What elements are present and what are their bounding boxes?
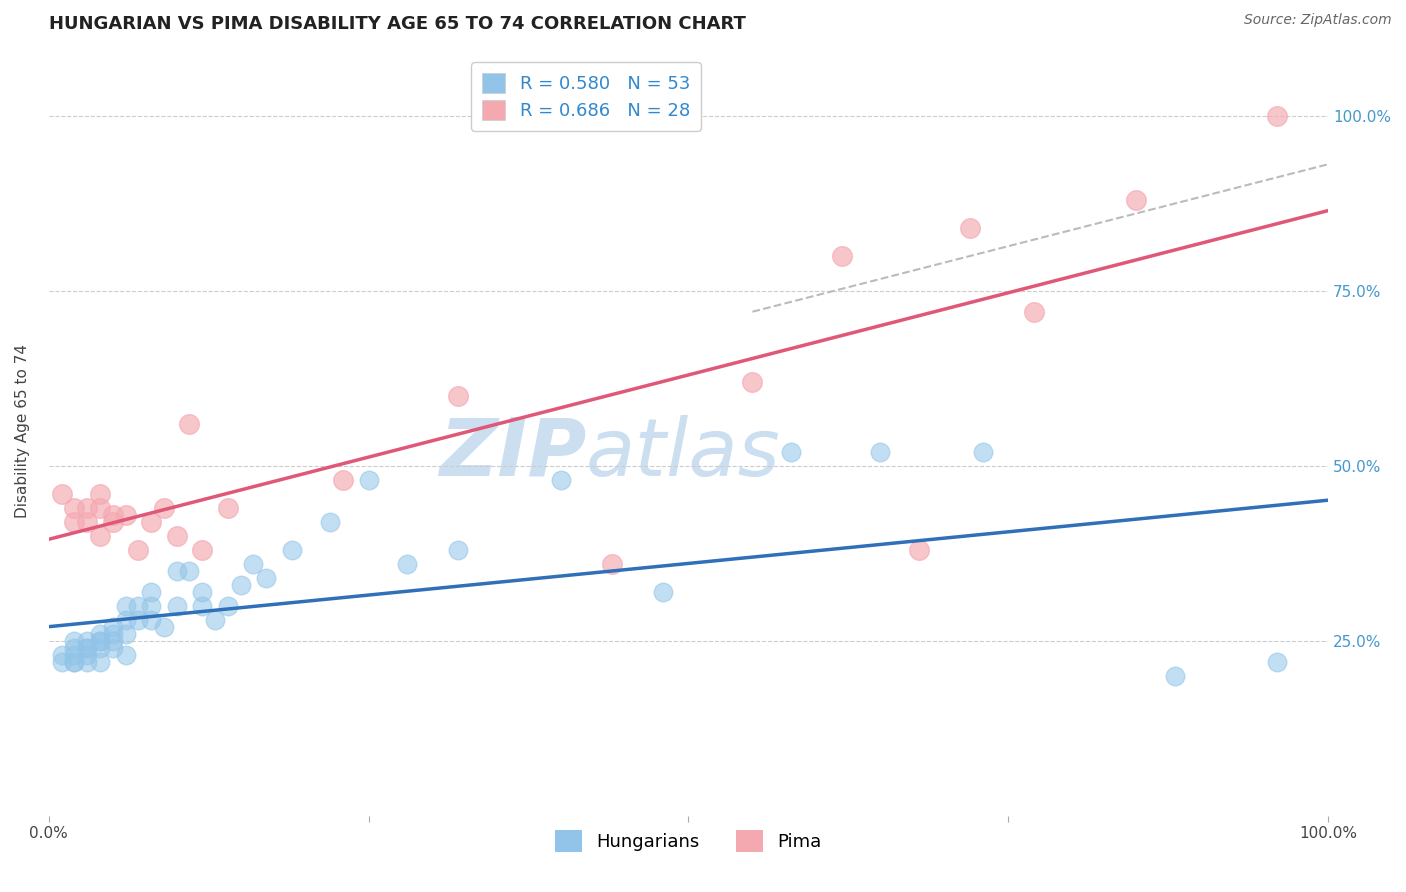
Point [89, 500, 111, 515]
Point [741, 375, 763, 389]
Point [242, 557, 264, 571]
Point [114, 648, 136, 662]
Point [395, 557, 418, 571]
Point [1265, 655, 1288, 669]
Text: ZIP: ZIP [439, 415, 586, 493]
Point [63, 500, 86, 515]
Point [139, 515, 162, 529]
Point [1163, 669, 1185, 683]
Point [76, 655, 98, 669]
Point [907, 542, 929, 557]
Point [447, 542, 470, 557]
Point [89, 529, 111, 543]
Point [179, 564, 201, 578]
Point [89, 627, 111, 641]
Point [76, 500, 98, 515]
Point [76, 640, 98, 655]
Point [139, 584, 162, 599]
Point [76, 633, 98, 648]
Point [89, 640, 111, 655]
Point [127, 542, 149, 557]
Point [1265, 109, 1288, 123]
Point [63, 640, 86, 655]
Point [1125, 193, 1147, 207]
Point [447, 389, 470, 403]
Point [831, 249, 853, 263]
Point [217, 599, 239, 613]
Point [63, 648, 86, 662]
Point [869, 444, 891, 458]
Point [51, 648, 73, 662]
Point [600, 557, 623, 571]
Point [114, 613, 136, 627]
Point [63, 515, 86, 529]
Point [76, 640, 98, 655]
Point [319, 515, 342, 529]
Point [281, 542, 304, 557]
Point [114, 599, 136, 613]
Point [89, 633, 111, 648]
Text: Source: ZipAtlas.com: Source: ZipAtlas.com [1244, 13, 1392, 28]
Point [191, 599, 214, 613]
Point [651, 584, 673, 599]
Point [1022, 304, 1045, 318]
Point [217, 500, 239, 515]
Point [166, 529, 188, 543]
Text: HUNGARIAN VS PIMA DISABILITY AGE 65 TO 74 CORRELATION CHART: HUNGARIAN VS PIMA DISABILITY AGE 65 TO 7… [49, 15, 745, 33]
Point [166, 599, 188, 613]
Point [114, 508, 136, 522]
Point [89, 655, 111, 669]
Point [76, 515, 98, 529]
Point [101, 515, 124, 529]
Point [101, 640, 124, 655]
Point [101, 508, 124, 522]
Point [254, 571, 277, 585]
Point [153, 500, 176, 515]
Point [204, 613, 226, 627]
Point [153, 620, 176, 634]
Point [139, 599, 162, 613]
Point [779, 444, 801, 458]
Point [357, 473, 380, 487]
Point [191, 542, 214, 557]
Point [959, 220, 981, 235]
Point [89, 487, 111, 501]
Point [101, 620, 124, 634]
Point [76, 648, 98, 662]
Point [63, 655, 86, 669]
Point [63, 633, 86, 648]
Point [972, 444, 994, 458]
Point [89, 633, 111, 648]
Point [229, 578, 252, 592]
Y-axis label: Disability Age 65 to 74: Disability Age 65 to 74 [15, 343, 30, 517]
Point [179, 417, 201, 431]
Point [550, 473, 572, 487]
Point [101, 627, 124, 641]
Point [51, 655, 73, 669]
Point [127, 613, 149, 627]
Point [63, 655, 86, 669]
Point [127, 599, 149, 613]
Point [139, 613, 162, 627]
Point [332, 473, 354, 487]
Point [191, 584, 214, 599]
Point [114, 627, 136, 641]
Legend: R = 0.580   N = 53, R = 0.686   N = 28: R = 0.580 N = 53, R = 0.686 N = 28 [471, 62, 702, 131]
Point [166, 564, 188, 578]
Point [101, 633, 124, 648]
Point [51, 487, 73, 501]
Text: atlas: atlas [586, 415, 780, 493]
